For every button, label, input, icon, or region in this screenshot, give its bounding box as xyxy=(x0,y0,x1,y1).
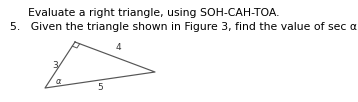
Text: 3: 3 xyxy=(52,60,58,69)
Text: 5.   Given the triangle shown in Figure 3, find the value of sec α, csc a, cot α: 5. Given the triangle shown in Figure 3,… xyxy=(10,22,358,32)
Text: 5: 5 xyxy=(97,84,103,93)
Text: Evaluate a right triangle, using SOH-CAH-TOA.: Evaluate a right triangle, using SOH-CAH… xyxy=(28,8,280,18)
Text: 4: 4 xyxy=(115,43,121,53)
Text: α: α xyxy=(55,78,61,86)
